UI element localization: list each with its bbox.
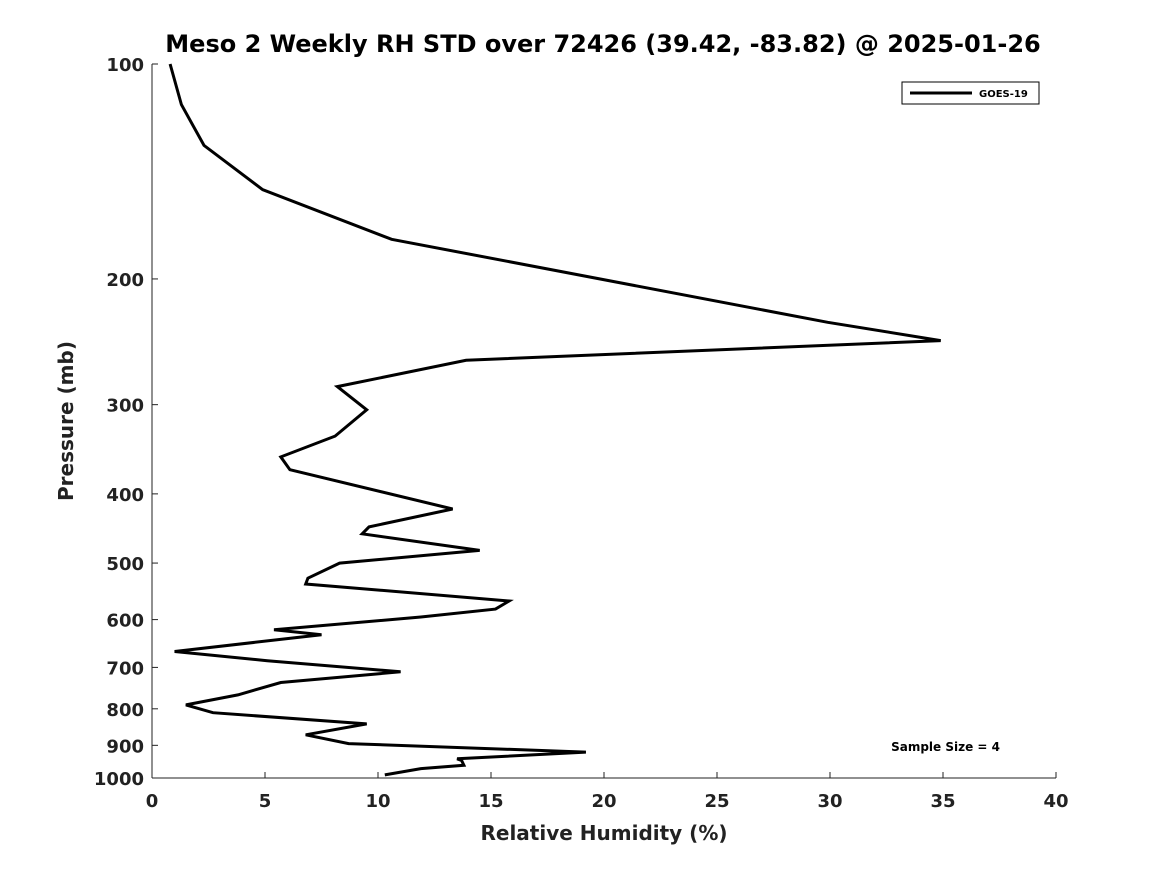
y-tick-label: 800 xyxy=(106,700,144,721)
x-tick-label: 30 xyxy=(817,791,842,812)
legend-label-goes-19: GOES-19 xyxy=(979,89,1028,100)
sample-size-annotation: Sample Size = 4 xyxy=(891,740,1000,754)
x-tick-label: 0 xyxy=(146,791,159,812)
series-line-goes-19 xyxy=(168,63,941,777)
y-tick-label: 300 xyxy=(106,396,144,417)
x-tick-label: 35 xyxy=(930,791,955,812)
y-axis-label: Pressure (mb) xyxy=(54,341,78,501)
x-tick-label: 5 xyxy=(259,791,272,812)
x-tick-label: 25 xyxy=(704,791,729,812)
axes xyxy=(151,64,1056,779)
legend: GOES-19 xyxy=(901,81,1040,105)
y-tick-label: 100 xyxy=(106,55,144,76)
y-tick-label: 700 xyxy=(106,658,144,679)
y-tick-label: 400 xyxy=(106,485,144,506)
series-group xyxy=(168,63,941,777)
y-tick-label: 900 xyxy=(106,736,144,757)
y-tick-label: 200 xyxy=(106,270,144,291)
x-tick-label: 10 xyxy=(365,791,390,812)
y-tick-label: 1000 xyxy=(94,769,144,790)
x-tick-label: 40 xyxy=(1043,791,1068,812)
x-axis-label: Relative Humidity (%) xyxy=(480,821,727,845)
x-ticks: 0 5 10 15 20 25 30 35 40 xyxy=(146,772,1069,812)
x-tick-label: 20 xyxy=(591,791,616,812)
x-tick-label: 15 xyxy=(478,791,503,812)
y-tick-label: 600 xyxy=(106,611,144,632)
chart-title: Meso 2 Weekly RH STD over 72426 (39.42, … xyxy=(165,30,1040,58)
y-tick-label: 500 xyxy=(106,554,144,575)
y-ticks: 100 200 300 400 500 600 700 800 900 1000 xyxy=(94,55,158,790)
